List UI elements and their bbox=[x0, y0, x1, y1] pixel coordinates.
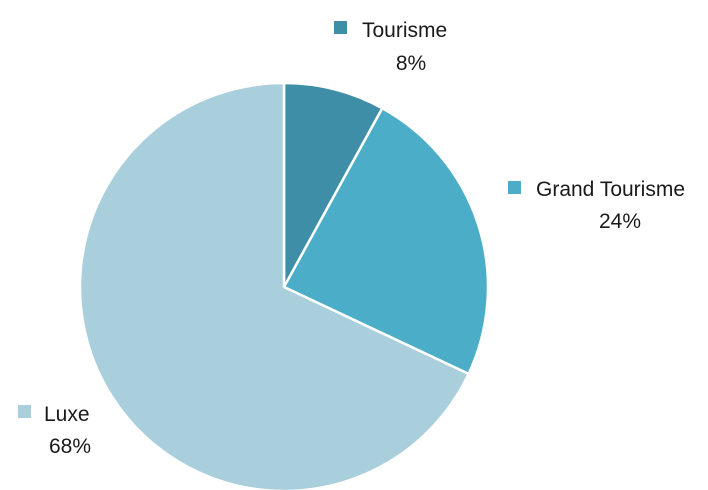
slice-label-name: Tourisme bbox=[362, 19, 447, 42]
slice-label-percent: 24% bbox=[599, 210, 641, 233]
pie-slice-grand-tourisme bbox=[282, 106, 490, 376]
legend-swatch bbox=[18, 405, 31, 418]
slice-labels: Tourisme 8% Grand Tourisme 24% Luxe 68% bbox=[18, 19, 685, 458]
pie-slice-luxe bbox=[78, 81, 470, 490]
slice-label-name: Grand Tourisme bbox=[536, 178, 685, 201]
pie-slices bbox=[78, 81, 490, 490]
legend-swatch bbox=[334, 21, 347, 34]
slice-label-name: Luxe bbox=[44, 403, 90, 426]
slice-label-percent: 68% bbox=[49, 435, 91, 458]
slice-label-percent: 8% bbox=[396, 52, 426, 75]
legend-swatch bbox=[508, 181, 521, 194]
pie-slice-tourisme bbox=[282, 81, 384, 289]
